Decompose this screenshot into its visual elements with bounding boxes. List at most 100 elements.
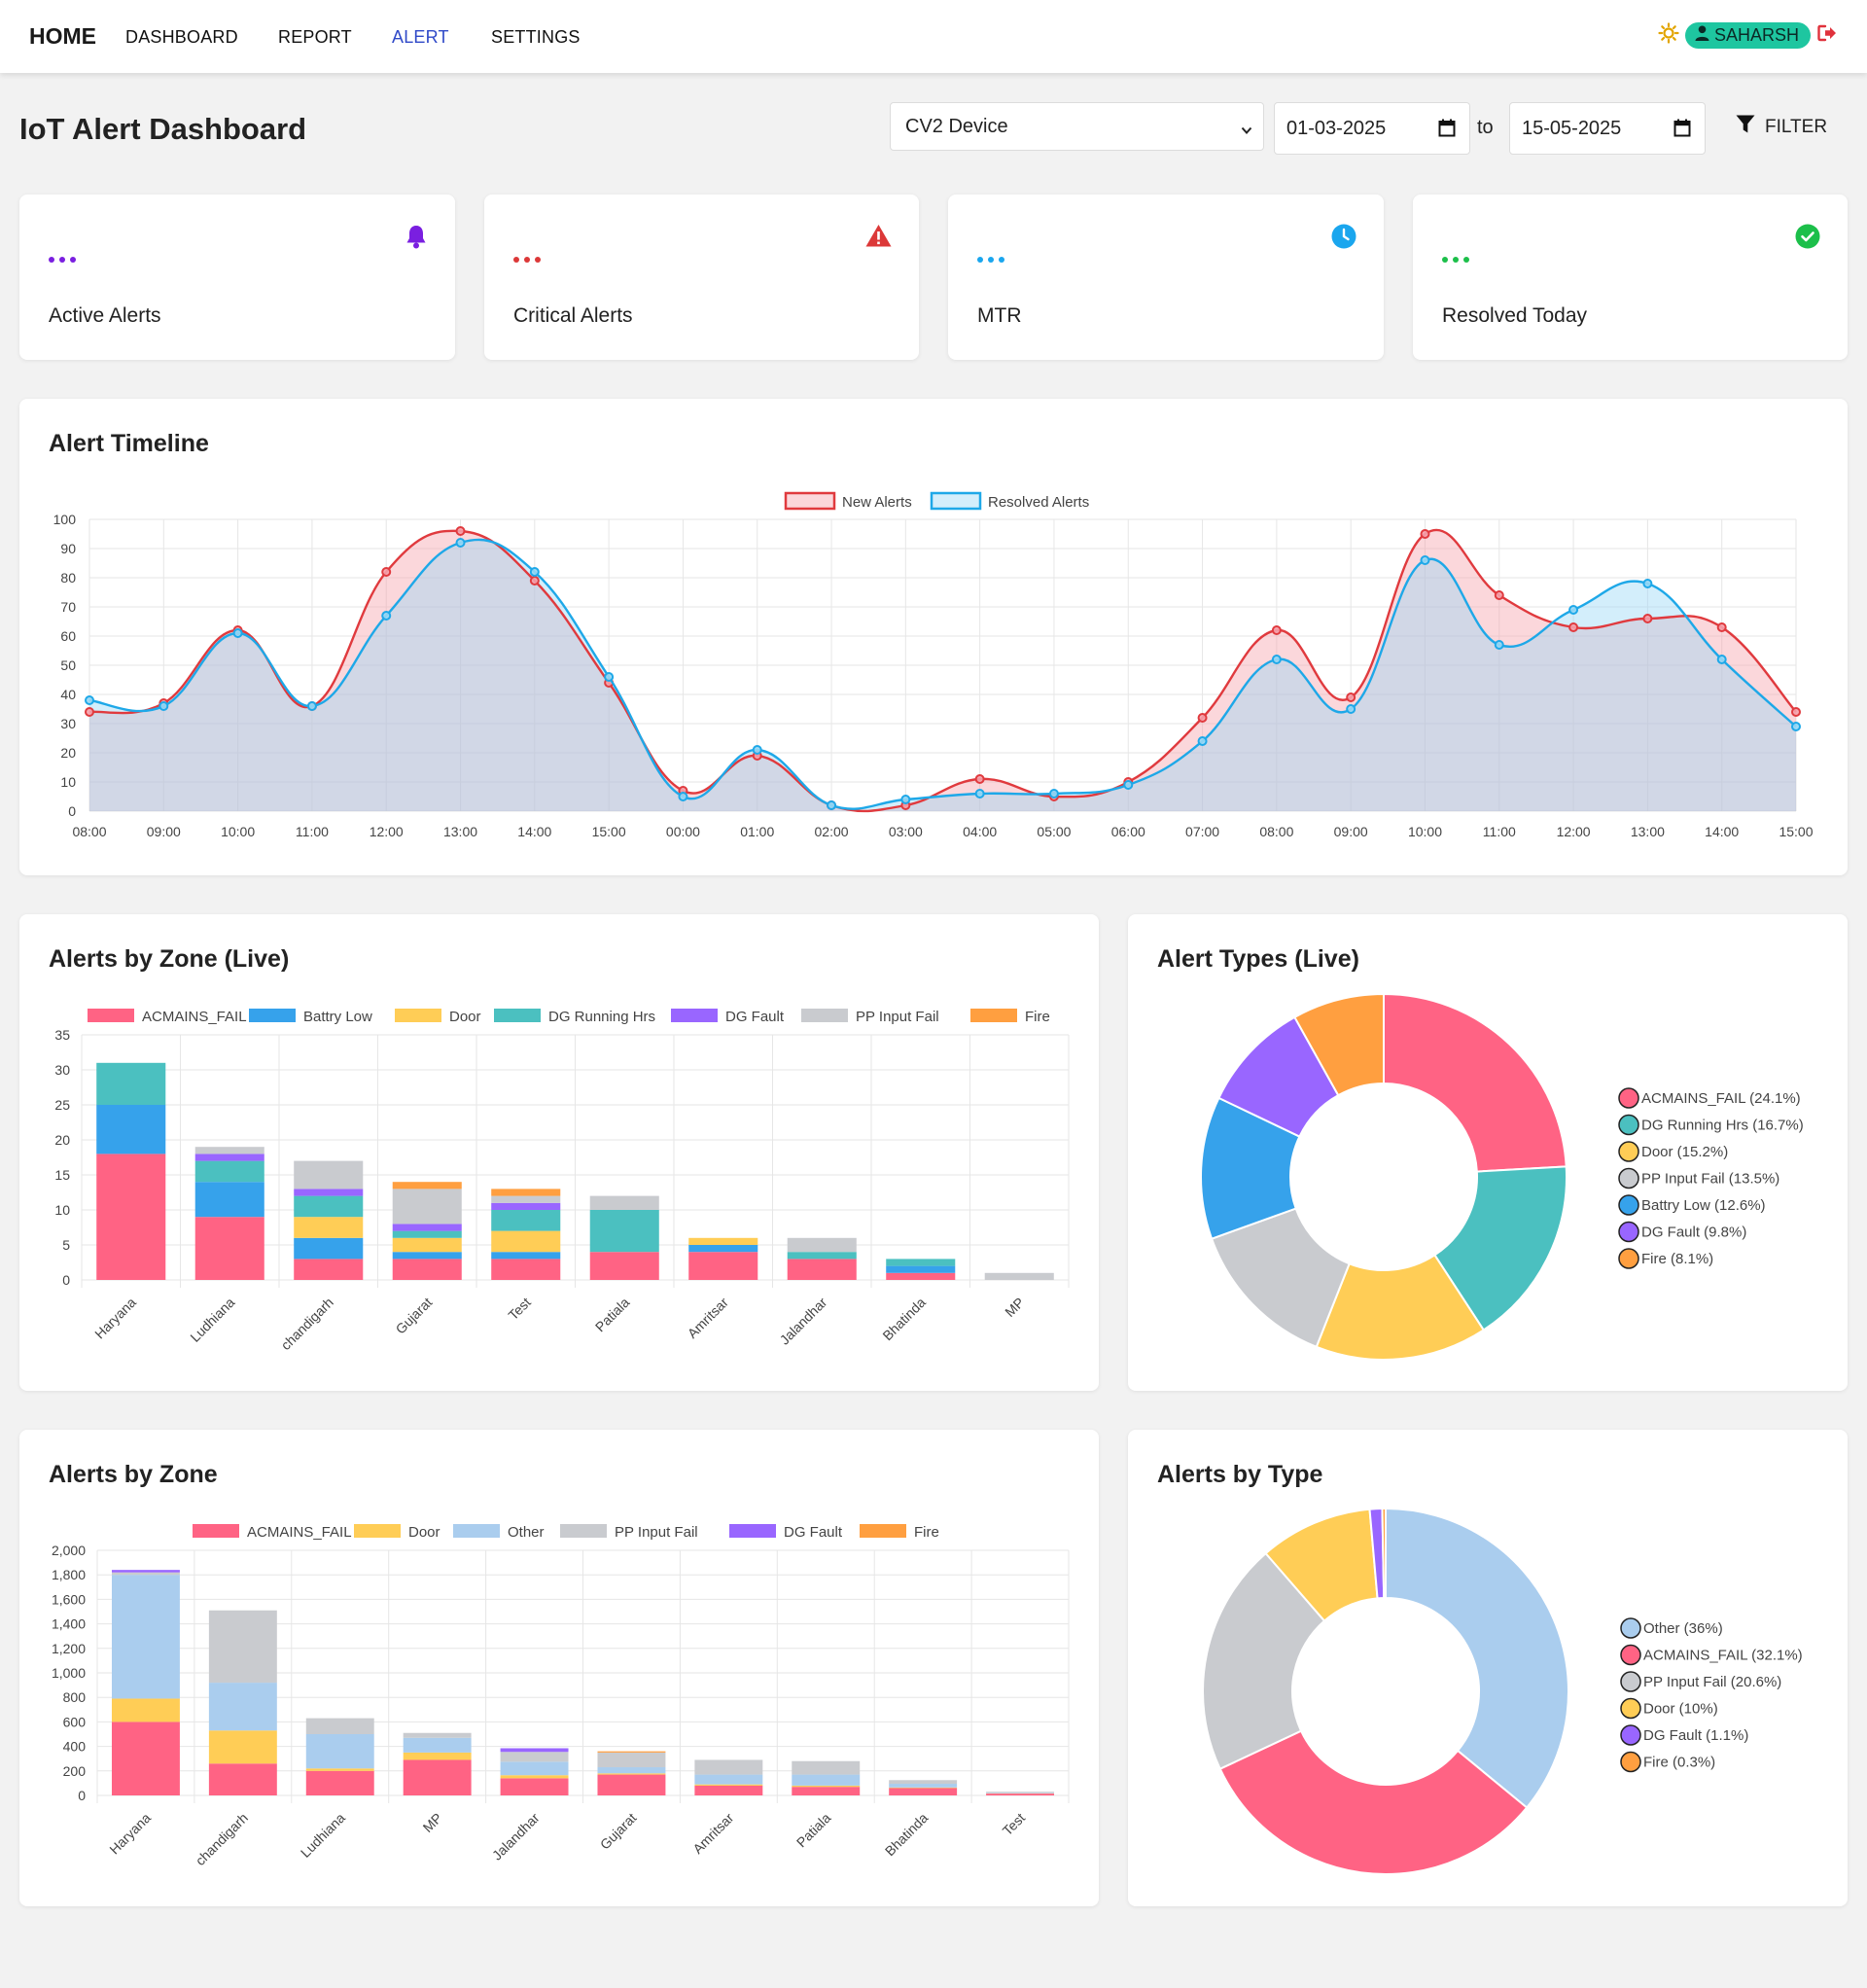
bar-segment (597, 1752, 666, 1768)
bar-segment (889, 1780, 958, 1785)
legend-label: Fire (1025, 1009, 1050, 1025)
data-point (827, 800, 837, 810)
bar-segment (886, 1272, 956, 1280)
bar-segment (392, 1252, 462, 1260)
bar-segment (111, 1698, 180, 1722)
x-tick-label: 08:00 (72, 824, 106, 839)
donut-slice (1218, 1729, 1529, 1875)
chart-title: Alert Timeline (49, 430, 209, 457)
nav-alert-link[interactable]: ALERT (392, 27, 449, 47)
legend-label: DG Running Hrs (16.7%) (1641, 1118, 1804, 1134)
bar-segment (792, 1785, 861, 1788)
alerts-by-zone-live-card: Alerts by Zone (Live) 0 5 10 15 20 25 30 35 Hary… (19, 914, 1099, 1391)
x-tick-label: Amritsar (689, 1810, 736, 1857)
bar-segment (403, 1732, 472, 1738)
bar-segment (294, 1160, 364, 1189)
alert-timeline-card: Alert Timeline 0 10 20 30 40 50 60 70 80 90 100 08:… (19, 399, 1848, 875)
bar-segment (984, 1272, 1054, 1280)
nav-report-link[interactable]: REPORT (278, 27, 352, 47)
loading-dots (1442, 257, 1469, 263)
alerts-by-type-card: Alerts by Type Other (36%) ACMAINS_FAIL (… (1128, 1430, 1848, 1906)
data-point (85, 707, 94, 717)
y-tick-label: 1,600 (52, 1591, 86, 1607)
data-point (974, 774, 985, 784)
series-area-resolved-alerts (89, 539, 1796, 811)
data-point (455, 538, 466, 548)
bar-segment (294, 1259, 364, 1280)
x-tick-label: 12:00 (370, 824, 404, 839)
bar-segment (986, 1792, 1055, 1793)
y-tick-label: 50 (60, 657, 76, 673)
legend-label: Door (408, 1524, 440, 1541)
bar-segment (597, 1751, 666, 1753)
y-tick-label: 10 (60, 774, 76, 790)
legend-label: PP Input Fail (13.5%) (1641, 1171, 1779, 1188)
bar-segment (589, 1195, 659, 1210)
legend-label: PP Input Fail (20.6%) (1643, 1674, 1781, 1690)
bar-segment (694, 1784, 763, 1786)
nav-home-link[interactable]: HOME (29, 23, 96, 49)
y-tick-label: 5 (62, 1237, 70, 1253)
logout-icon[interactable] (1816, 23, 1838, 48)
legend-swatch (1620, 1751, 1641, 1773)
alerts-by-zone-chart: 0 200 400 600 800 1,000 1,200 1,400 1,600 1,800 2,… (52, 1524, 1070, 1868)
data-point (1791, 707, 1801, 717)
data-point (900, 795, 911, 804)
bar-segment (392, 1182, 462, 1189)
alerts-by-zone-live-chart: 0 5 10 15 20 25 30 35 Haryana Ludhiana chandigarh G… (54, 1009, 1070, 1353)
theme-toggle-icon[interactable] (1658, 22, 1679, 49)
legend-swatch (801, 1009, 848, 1022)
x-tick-label: 00:00 (666, 824, 700, 839)
bar-segment (392, 1224, 462, 1231)
bar-segment (491, 1189, 561, 1196)
legend-label: DG Fault (9.8%) (1641, 1225, 1746, 1241)
legend-swatch (1618, 1141, 1639, 1162)
calendar-icon[interactable] (1673, 119, 1691, 143)
x-tick-label: chandigarh (193, 1810, 251, 1868)
bar-segment (305, 1770, 374, 1795)
data-point (306, 701, 317, 711)
filter-button-label: FILTER (1765, 116, 1828, 137)
bar-segment (294, 1195, 364, 1218)
nav-settings-link[interactable]: SETTINGS (491, 27, 581, 47)
bell-icon (405, 224, 428, 254)
to-date-input[interactable]: 15-05-2025 (1509, 102, 1706, 155)
x-tick-label: Gujarat (597, 1810, 640, 1853)
bar-segment (500, 1752, 569, 1762)
stat-label: Resolved Today (1442, 304, 1588, 327)
legend-label: Fire (914, 1524, 939, 1541)
loading-dots (513, 257, 541, 263)
calendar-icon[interactable] (1438, 119, 1456, 143)
chart-title: Alert Types (Live) (1157, 945, 1359, 973)
x-tick-label: 09:00 (147, 824, 181, 839)
stat-label: MTR (977, 304, 1022, 327)
warning-icon (865, 224, 892, 252)
donut-legend: Other (36%) ACMAINS_FAIL (32.1%) PP Input … (1620, 1617, 1803, 1773)
bar-segment (305, 1734, 374, 1769)
y-tick-label: 1,800 (52, 1567, 86, 1582)
data-point (1271, 655, 1282, 664)
legend-label: ACMAINS_FAIL (247, 1524, 352, 1541)
legend-label: Door (10%) (1643, 1701, 1718, 1718)
x-tick-label: 09:00 (1334, 824, 1368, 839)
bar-segment (500, 1761, 569, 1776)
device-select[interactable]: CV2 Device (890, 102, 1264, 151)
user-badge[interactable]: SAHARSH (1684, 22, 1811, 49)
bar-legend: ACMAINS_FAIL Battry Low Door DG Running Hrs… (88, 1009, 1050, 1025)
x-tick-label: Haryana (106, 1810, 154, 1858)
filter-button[interactable]: FILTER (1736, 115, 1827, 139)
nav-dashboard-link[interactable]: DASHBOARD (125, 27, 238, 47)
from-date-input[interactable]: 01-03-2025 (1274, 102, 1470, 155)
bar-segment (787, 1252, 857, 1260)
data-point (1420, 555, 1430, 565)
legend-swatch (1618, 1114, 1639, 1136)
legend-label: PP Input Fail (615, 1524, 698, 1541)
alert-types-live-card: Alert Types (Live) ACMAINS_FAIL (24.1%) D… (1128, 914, 1848, 1391)
data-point (1716, 622, 1727, 632)
stat-label: Critical Alerts (513, 304, 633, 327)
stat-card-critical-alerts: Critical Alerts (484, 195, 919, 360)
clock-icon (1331, 224, 1356, 254)
x-tick-label: 11:00 (1483, 824, 1516, 839)
bar-segment (889, 1788, 958, 1795)
data-point (381, 611, 392, 621)
